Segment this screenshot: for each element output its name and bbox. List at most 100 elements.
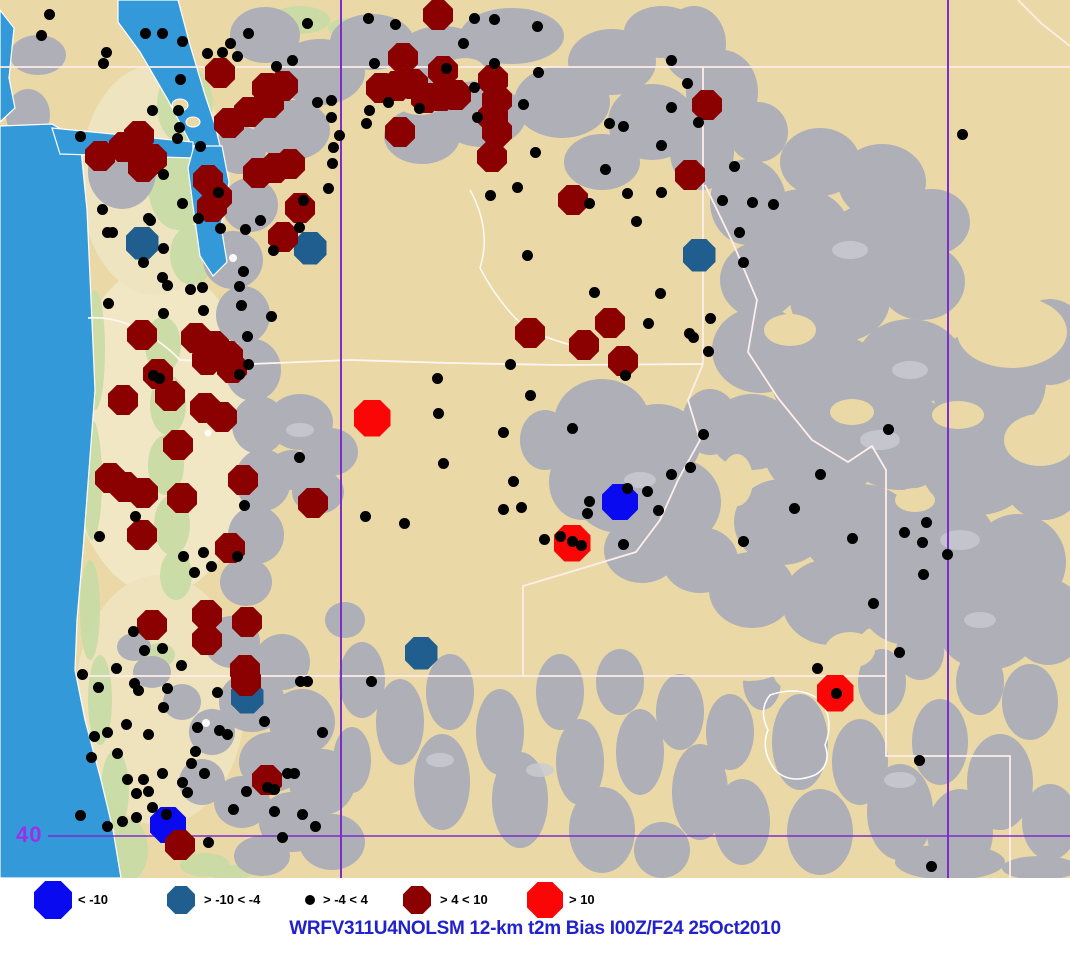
black-marker: [468, 81, 480, 93]
black-marker: [224, 37, 236, 49]
black-marker: [227, 803, 239, 815]
black-marker: [231, 50, 243, 62]
black-marker: [213, 724, 225, 736]
black-marker: [301, 675, 313, 687]
black-marker: [365, 675, 377, 687]
black-marker: [235, 299, 247, 311]
black-marker: [97, 57, 109, 69]
black-marker: [532, 66, 544, 78]
black-marker: [583, 495, 595, 507]
legend-label: > -4 < 4: [323, 892, 368, 907]
black-marker: [294, 675, 306, 687]
black-marker: [157, 242, 169, 254]
black-marker: [603, 117, 615, 129]
black-marker: [216, 46, 228, 58]
black-marker: [96, 203, 108, 215]
black-marker: [102, 297, 114, 309]
black-marker: [176, 776, 188, 788]
black-marker: [173, 121, 185, 133]
map-canvas: 40: [0, 0, 1070, 878]
black-marker: [156, 642, 168, 654]
black-marker: [913, 754, 925, 766]
black-marker: [120, 718, 132, 730]
black-marker: [293, 221, 305, 233]
river-line: [469, 189, 591, 351]
black-marker: [920, 516, 932, 528]
black-marker: [665, 54, 677, 66]
black-marker: [599, 163, 611, 175]
dark-red-marker: [388, 43, 418, 73]
map-title: WRFV311U4NOLSM 12-km t2m Bias I00Z/F24 2…: [289, 918, 781, 939]
black-marker: [511, 181, 523, 193]
black-marker: [437, 457, 449, 469]
black-marker: [211, 686, 223, 698]
legend-label: > -10 < -4: [204, 892, 261, 907]
black-marker: [231, 550, 243, 562]
terrain-basemap: [0, 0, 1070, 878]
black-marker: [171, 132, 183, 144]
black-marker: [846, 532, 858, 544]
black-marker: [129, 510, 141, 522]
black-marker: [440, 62, 452, 74]
dark-red-marker: [128, 152, 158, 182]
dark-red-marker: [137, 610, 167, 640]
black-marker: [267, 244, 279, 256]
black-marker: [814, 468, 826, 480]
black-marker: [716, 194, 728, 206]
black-marker: [92, 681, 104, 693]
black-marker: [398, 517, 410, 529]
black-marker: [363, 104, 375, 116]
black-marker: [681, 77, 693, 89]
black-marker: [172, 104, 184, 116]
legend-octagon-icon: [527, 882, 563, 918]
black-marker: [130, 787, 142, 799]
black-marker: [524, 389, 536, 401]
black-marker: [893, 646, 905, 658]
black-marker: [142, 728, 154, 740]
black-marker: [737, 535, 749, 547]
black-marker: [575, 539, 587, 551]
black-marker: [432, 407, 444, 419]
black-marker: [138, 644, 150, 656]
dark-red-marker: [205, 58, 235, 88]
blue-marker: [602, 484, 638, 520]
legend-octagon-icon: [34, 881, 72, 919]
legend-octagon-icon: [167, 886, 195, 914]
dark-red-marker: [127, 520, 157, 550]
black-marker: [956, 128, 968, 140]
black-marker: [176, 35, 188, 47]
black-marker: [156, 767, 168, 779]
black-marker: [497, 503, 509, 515]
black-marker: [301, 17, 313, 29]
black-marker: [368, 57, 380, 69]
black-marker: [687, 331, 699, 343]
black-marker: [212, 186, 224, 198]
black-marker: [192, 212, 204, 224]
black-marker: [74, 130, 86, 142]
black-marker: [188, 566, 200, 578]
black-marker: [101, 820, 113, 832]
black-marker: [468, 12, 480, 24]
black-marker: [322, 182, 334, 194]
black-marker: [297, 194, 309, 206]
red-marker: [353, 399, 391, 437]
black-marker: [413, 102, 425, 114]
black-marker: [184, 283, 196, 295]
black-marker: [619, 369, 631, 381]
latlon-grid: [48, 0, 1070, 878]
black-marker: [702, 345, 714, 357]
steel-blue-marker: [404, 636, 438, 670]
dark-red-marker: [477, 142, 507, 172]
dark-red-marker: [515, 318, 545, 348]
steel-blue-marker: [293, 231, 327, 265]
black-marker: [617, 538, 629, 550]
black-marker: [457, 37, 469, 49]
black-marker: [157, 701, 169, 713]
black-marker: [181, 786, 193, 798]
black-marker: [110, 662, 122, 674]
black-marker: [389, 18, 401, 30]
black-marker: [137, 256, 149, 268]
dark-red-marker: [558, 185, 588, 215]
black-marker: [189, 745, 201, 757]
